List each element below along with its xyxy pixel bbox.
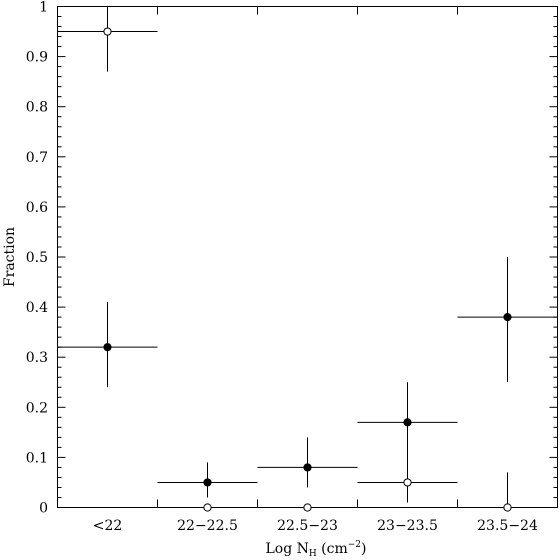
open-point [403,478,412,487]
filled-point [403,418,412,427]
x-category-label: 22.5−23 [277,518,338,534]
open-point [303,503,312,512]
y-axis-ticks: 0 0.1 0.2 0.3 0.4 0.5 0.6 0.7 0.8 0.9 1 [26,0,558,517]
x-axis-title: Log NH (cm−2) [265,540,366,559]
filled-point [503,313,512,322]
x-category-label: 23.5−24 [477,518,538,534]
y-tick-label: 0.6 [26,200,48,216]
open-point [203,503,212,512]
y-tick-label: 0.7 [26,150,48,166]
y-tick-label: 0.5 [26,250,48,266]
y-tick-label: 1 [39,0,48,16]
y-tick-label: 0.1 [26,450,48,466]
x-axis-ticks: <22 22−22.5 22.5−23 23−23.5 23.5−24 [93,6,538,534]
data-marks [57,6,558,512]
filled-point [303,463,312,472]
open-point [103,27,112,36]
x-category-label: <22 [93,518,123,534]
y-tick-label: 0.2 [26,400,48,416]
plot-frame [57,6,558,508]
open-point [503,503,512,512]
y-tick-label: 0.4 [26,300,48,316]
x-category-label: 22−22.5 [177,518,238,534]
filled-point [103,343,112,352]
x-category-label: 23−23.5 [377,518,438,534]
y-tick-label: 0.9 [26,50,48,66]
y-tick-label: 0.8 [26,100,48,116]
y-axis-title: Fraction [2,227,18,287]
filled-point [203,478,212,487]
y-tick-label: 0 [39,501,48,517]
y-tick-label: 0.3 [26,350,48,366]
